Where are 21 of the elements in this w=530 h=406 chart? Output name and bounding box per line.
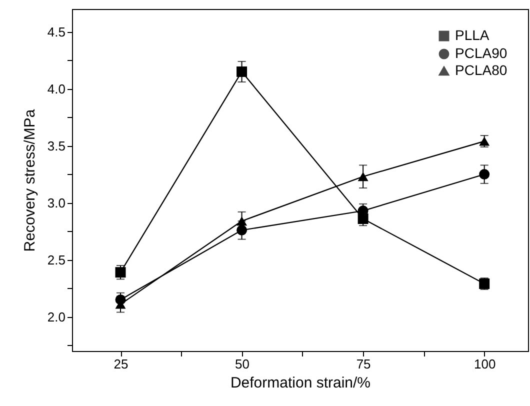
y-tick-label: 3.0 xyxy=(47,195,66,210)
point xyxy=(236,216,248,226)
legend-label: PCLA90 xyxy=(455,45,508,61)
y-tick-label: 4.5 xyxy=(47,24,66,40)
point xyxy=(358,172,368,182)
point xyxy=(236,224,248,236)
text: 2.0 xyxy=(47,309,66,324)
x-tick-label: 75 xyxy=(356,356,371,372)
legend-label: PLLA xyxy=(455,27,490,43)
x-tick-label: 50 xyxy=(235,356,250,372)
legend-label: PCLA80 xyxy=(455,62,508,78)
x-axis-title: Deformation strain/% xyxy=(230,374,371,392)
point xyxy=(236,66,248,77)
y-tick-label: 4.0 xyxy=(47,81,66,96)
point xyxy=(479,169,490,180)
y-tick-label: 3.5 xyxy=(47,138,66,154)
x-tick-label: 25 xyxy=(114,356,128,372)
x-tick-label: 100 xyxy=(474,356,496,372)
y-axis-title: Recovery stress/MPa xyxy=(21,108,38,252)
y-tick-label: 2.5 xyxy=(47,252,66,268)
point xyxy=(115,267,126,278)
